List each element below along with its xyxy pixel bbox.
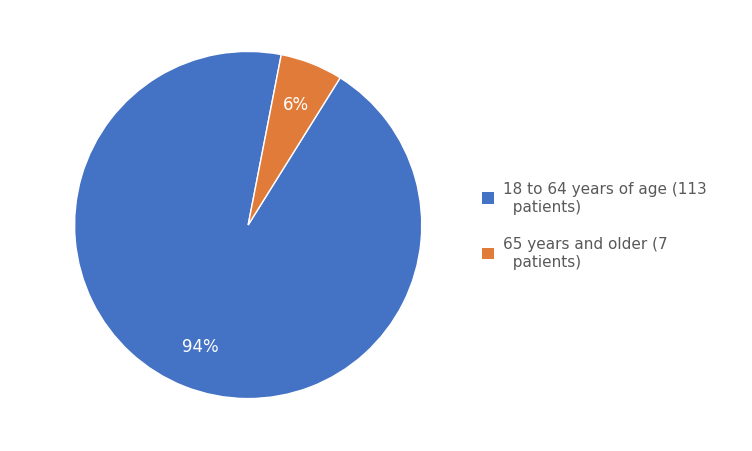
Legend: 18 to 64 years of age (113
  patients), 65 years and older (7
  patients): 18 to 64 years of age (113 patients), 65… xyxy=(474,174,714,277)
Text: 6%: 6% xyxy=(283,96,309,114)
Wedge shape xyxy=(248,55,340,226)
Text: 94%: 94% xyxy=(182,337,219,355)
Wedge shape xyxy=(74,52,422,399)
